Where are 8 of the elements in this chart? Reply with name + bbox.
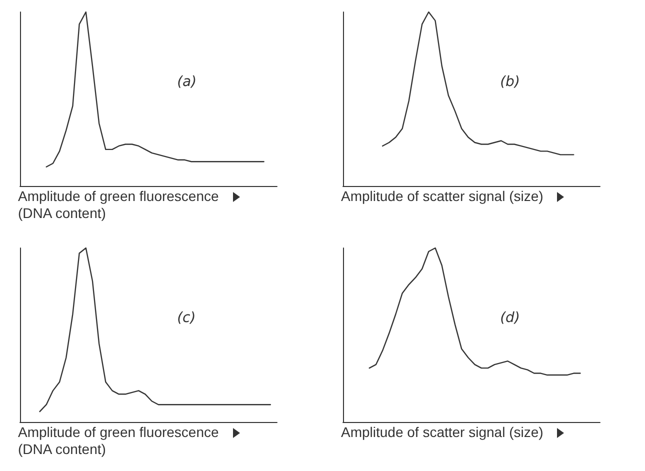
x-axis-title: Amplitude of scatter signal (size) (341, 424, 544, 440)
x-axis-title: Amplitude of green fluorescence (DNA content) (18, 188, 219, 221)
annotation: (a) (177, 74, 197, 90)
x-axis-title: Amplitude of green fluorescence (DNA content) (18, 424, 219, 457)
annotation: (c) (177, 310, 196, 326)
x-axis-title: Amplitude of scatter signal (size) (341, 188, 544, 204)
annotation: (d) (500, 310, 520, 326)
annotation: (b) (500, 74, 520, 90)
